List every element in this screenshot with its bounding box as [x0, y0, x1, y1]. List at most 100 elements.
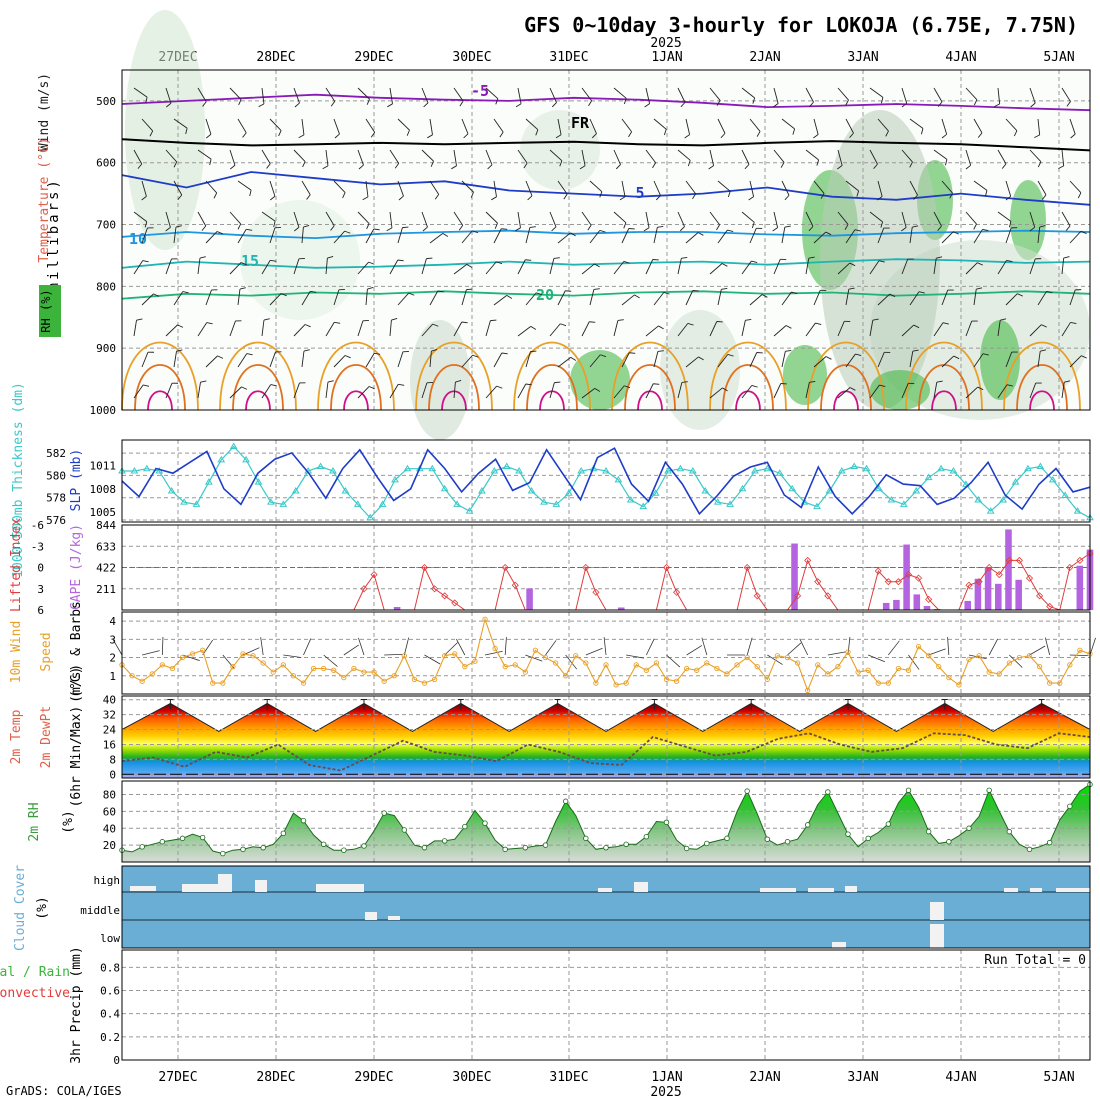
wind-barb	[365, 289, 368, 306]
surface-wind-barb	[666, 654, 681, 668]
temp-minmax-marker	[264, 698, 271, 710]
wind-speed-point	[371, 669, 377, 675]
temp-minmax-marker	[167, 698, 174, 710]
wind-barb	[205, 231, 218, 244]
wind-barb	[997, 211, 1012, 222]
wind-barb-flag	[953, 231, 959, 235]
wind-barb-flag	[652, 162, 657, 169]
wind-barb	[877, 227, 885, 244]
surface-wind-barb	[484, 650, 503, 656]
wind-barb	[293, 324, 306, 337]
cloud-layer-label: middle	[80, 904, 120, 917]
rh-shading	[980, 320, 1020, 400]
cape-bar	[1076, 565, 1084, 610]
slp-axis-label: SLP (mb)	[69, 449, 84, 512]
wind-speed-point	[794, 660, 801, 666]
rh-legend-swatch	[39, 285, 61, 337]
surface-wind-barb	[1029, 645, 1046, 656]
wind-barb	[485, 385, 498, 399]
wind-barb	[461, 230, 473, 244]
wind-barb	[357, 386, 370, 399]
wind-barb	[429, 351, 432, 368]
wind-speed-point	[321, 665, 327, 672]
wind-barb	[517, 259, 526, 275]
wind-barb-flag	[555, 134, 562, 139]
wind-barb-flag	[217, 355, 224, 359]
wind-barb	[197, 87, 207, 102]
temp-contour-30	[1016, 364, 1068, 411]
rh-frame	[121, 780, 1091, 863]
thickness-point	[564, 489, 573, 496]
wind-barb	[845, 353, 856, 368]
wind-speed-point	[1067, 662, 1073, 668]
wind-speed-point	[643, 667, 649, 673]
wind-barb	[421, 211, 428, 228]
wind-barb	[493, 352, 503, 368]
wind-barb	[557, 118, 562, 135]
wind-barb-flag	[437, 290, 444, 293]
wind-speed-point	[442, 653, 448, 659]
wind-barb	[365, 353, 375, 368]
wind-speed-point	[149, 671, 155, 677]
temp-contour-35	[1029, 390, 1055, 411]
wind-speed-point	[714, 665, 720, 672]
wind-speed-point	[290, 673, 297, 679]
wind-barb-flag	[973, 223, 977, 230]
rh-tick-label: 20	[103, 839, 116, 852]
wind-barb-flag	[591, 133, 597, 139]
wind-barb-flag	[527, 195, 533, 201]
lifted-index-point	[794, 592, 802, 600]
surface-wind-barb	[358, 637, 365, 656]
wind-barb	[813, 118, 819, 135]
wind-barb-flag	[145, 97, 148, 104]
wind-barb	[365, 118, 376, 133]
thickness-point	[850, 462, 859, 470]
lifted-index-tick-label: -3	[31, 540, 44, 553]
wind-barb	[589, 118, 597, 134]
wind-speed-point	[986, 669, 992, 675]
thickness-slp-panel: 576 578 580 582 1005 1008 1011 1000-500mb Thick…	[11, 382, 1094, 578]
wind-barb-flag	[936, 256, 943, 259]
wind-barb	[709, 149, 715, 166]
thickness-point	[676, 464, 685, 472]
wind-speed-point	[855, 669, 861, 675]
wind-barb	[613, 211, 627, 224]
wind-speed-point	[1077, 647, 1083, 653]
temp-contour-25	[317, 341, 395, 411]
rh-point	[341, 847, 347, 853]
thickness-point	[912, 487, 921, 494]
wind-barb-flag	[784, 195, 790, 201]
wind-barb	[173, 118, 188, 129]
wind-barb-flag	[837, 165, 843, 170]
wind-barb-flag	[342, 192, 346, 199]
thickness-point	[1061, 491, 1070, 498]
wind-barb-flag	[880, 221, 884, 228]
wind-speed-point	[784, 654, 791, 661]
lifted-index-point	[1036, 592, 1044, 600]
lifted-index-point	[370, 571, 378, 579]
wind-barb-flag	[1000, 318, 1007, 321]
wind-barb	[621, 352, 630, 368]
date-label-bottom: 4JAN	[945, 1070, 976, 1085]
cape-bar	[933, 608, 941, 610]
date-label-bottom: 5JAN	[1043, 1070, 1074, 1085]
temp-minmax-marker	[361, 698, 367, 710]
wind-barb-flag	[785, 349, 792, 352]
wind-barb	[133, 384, 144, 399]
wind-barb-flag	[373, 228, 380, 231]
wind-speed-point	[411, 676, 418, 683]
wind-barb	[557, 232, 571, 244]
wind-barb	[901, 258, 909, 275]
wind-barb	[741, 211, 755, 223]
wind-barb	[1061, 149, 1065, 166]
wind-barb	[1061, 87, 1071, 102]
wind-barb	[741, 260, 752, 275]
lifted-index-point	[925, 595, 933, 603]
wind-barb-flag	[515, 103, 522, 108]
wind-barb	[773, 259, 781, 275]
wind-barb-flag	[461, 321, 468, 324]
wind-barb-flag	[506, 294, 513, 299]
wind-barb-flag	[374, 352, 381, 355]
precip-total-label: Total / Rain	[0, 965, 70, 980]
cape-bar	[791, 543, 798, 610]
